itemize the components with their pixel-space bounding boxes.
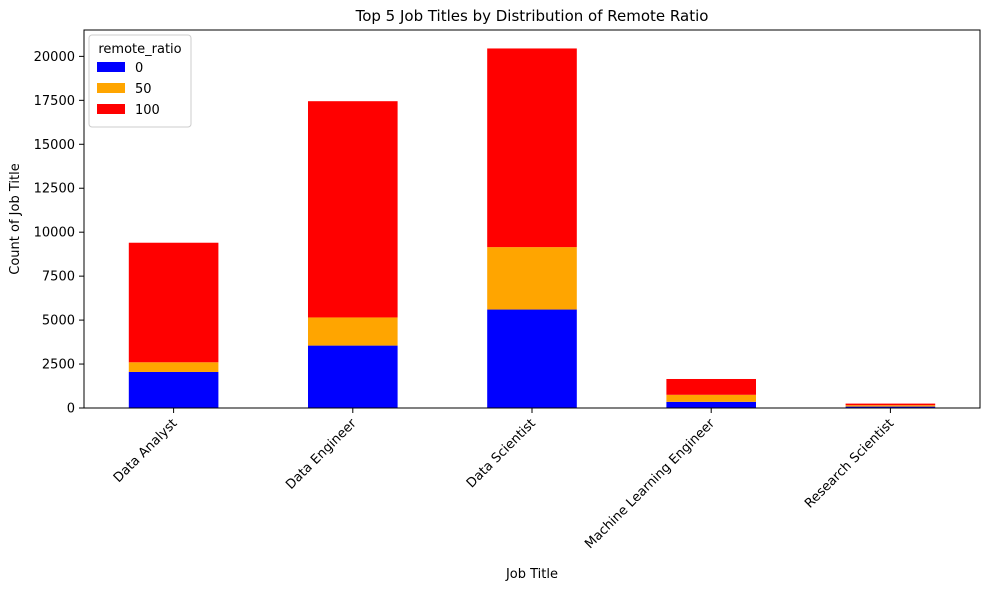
bar-segment xyxy=(666,378,756,395)
bar-segment xyxy=(128,362,219,372)
y-tick-label: 0 xyxy=(67,402,75,417)
y-axis: 0 2500 5000 7500 10000 12500 15000 17500 20000 xyxy=(34,50,84,417)
y-tick-label: 17500 xyxy=(34,94,75,109)
y-tick-label: 7500 xyxy=(42,270,75,285)
x-axis-label: Job Title xyxy=(505,567,558,582)
bar-segment xyxy=(308,101,398,318)
bar-segment xyxy=(487,247,577,310)
bar-segment xyxy=(845,405,936,407)
x-tick-label: Research Scientist xyxy=(802,416,897,511)
legend-items: 0 50 100 xyxy=(97,61,160,118)
bar-segment xyxy=(308,345,398,408)
legend-label: 100 xyxy=(135,103,160,118)
legend-label: 0 xyxy=(135,61,143,76)
bar-segment xyxy=(487,48,577,248)
bar-segment xyxy=(845,406,936,408)
legend-swatch xyxy=(97,62,125,72)
x-tick-label: Data Analyst xyxy=(111,416,181,486)
bar-segment xyxy=(845,403,936,406)
x-tick-label: Machine Learning Engineer xyxy=(582,416,718,552)
y-tick-label: 20000 xyxy=(34,50,75,65)
legend: remote_ratio 0 50 100 xyxy=(88,34,192,128)
bar-segment xyxy=(487,309,577,408)
y-axis-label: Count of Job Title xyxy=(8,163,23,274)
y-tick-label: 15000 xyxy=(34,138,75,153)
y-tick-label: 10000 xyxy=(34,226,75,241)
x-tick-label: Data Scientist xyxy=(464,416,539,491)
bar-segment xyxy=(128,371,219,408)
chart-title: Top 5 Job Titles by Distribution of Remo… xyxy=(355,7,709,25)
y-tick-label: 12500 xyxy=(34,182,75,197)
bar-segment xyxy=(128,242,219,363)
legend-title: remote_ratio xyxy=(98,42,181,57)
bar-segment xyxy=(666,394,756,402)
legend-label: 50 xyxy=(135,82,152,97)
legend-swatch xyxy=(97,83,125,93)
bar-segment xyxy=(666,401,756,408)
legend-swatch xyxy=(97,104,125,114)
x-tick-label: Data Engineer xyxy=(283,416,360,493)
x-axis: Data Analyst Data Engineer Data Scientist M… xyxy=(111,408,897,552)
y-tick-label: 5000 xyxy=(42,314,75,329)
y-tick-label: 2500 xyxy=(42,358,75,373)
bars-group xyxy=(128,48,936,408)
bar-segment xyxy=(308,317,398,346)
